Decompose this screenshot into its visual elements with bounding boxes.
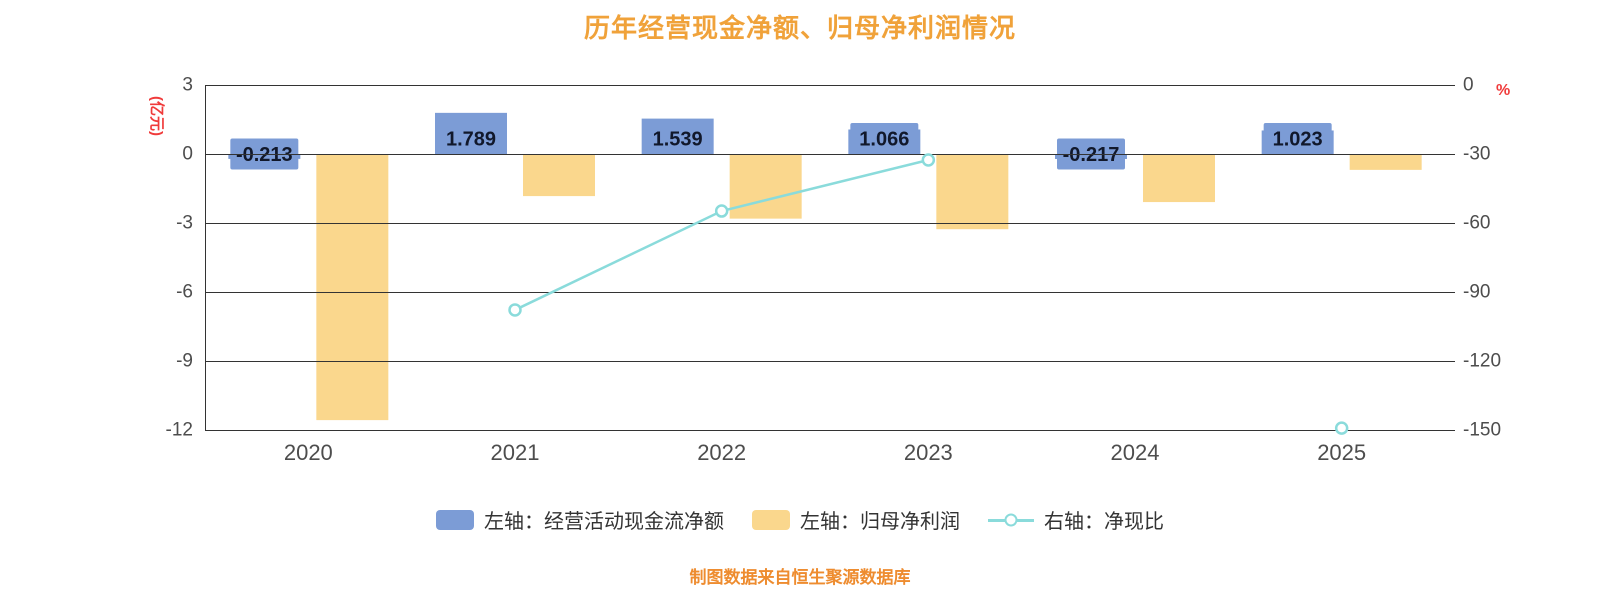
legend-label-operating-cash-flow: 左轴：经营活动现金流净额 (484, 511, 724, 533)
left-axis-unit-label: (亿元) (148, 96, 166, 136)
legend-label-cash-ratio: 右轴：净现比 (1044, 511, 1164, 533)
cash-ratio-marker-2023 (921, 153, 936, 167)
svg-text:1.789: 1.789 (446, 129, 496, 151)
bar-net-profit-2025 (1349, 154, 1422, 170)
bar-net-profit-2023 (936, 154, 1009, 230)
svg-text:1.539: 1.539 (653, 129, 703, 151)
cash-ratio-marker-2025 (1334, 421, 1349, 435)
bar-net-profit-2021 (523, 154, 595, 197)
svg-text:1.023: 1.023 (1273, 129, 1323, 151)
right-tick-label: -60 (1463, 213, 1490, 234)
bar-value-label-2021: 1.789 (437, 123, 505, 154)
right-axis-unit-label: % (1496, 82, 1510, 99)
cash-ratio-marker-2021 (508, 303, 522, 317)
legend: 左轴：经营活动现金流净额 左轴：归母净利润 右轴：净现比 (0, 505, 1600, 534)
legend-item-operating-cash-flow[interactable]: 左轴：经营活动现金流净额 (436, 505, 724, 534)
x-axis-labels: 2020 2021 2022 2023 2024 2025 (284, 440, 1366, 465)
legend-item-net-profit[interactable]: 左轴：归母净利润 (752, 505, 960, 534)
gridlines (205, 85, 1455, 431)
bar-net-profit-2020 (316, 154, 389, 421)
left-tick-label: -12 (166, 420, 193, 441)
legend-item-cash-ratio[interactable]: 右轴：净现比 (988, 505, 1164, 534)
year-label-2021: 2021 (491, 440, 540, 465)
bar-value-label-2025: 1.023 (1263, 123, 1332, 154)
left-tick-label: -3 (176, 213, 193, 234)
year-label-2025: 2025 (1317, 440, 1366, 465)
right-tick-label: 0 (1463, 75, 1474, 96)
bar-net-profit-2024 (1143, 154, 1215, 203)
yellow-bar-swatch-icon (752, 509, 790, 530)
line-marker-swatch-icon (988, 509, 1034, 531)
bar-value-label-2023: 1.066 (850, 123, 919, 154)
left-tick-label: -9 (176, 351, 193, 372)
year-label-2023: 2023 (904, 440, 953, 465)
right-tick-label: -90 (1463, 282, 1490, 303)
year-label-2022: 2022 (697, 440, 746, 465)
right-tick-label: -120 (1463, 351, 1501, 372)
left-tick-label: 0 (182, 144, 193, 165)
data-source-caption: 制图数据来自恒生聚源数据库 (689, 568, 911, 587)
year-label-2024: 2024 (1111, 440, 1160, 465)
chart-title: 历年经营现金净额、归母净利润情况 (583, 13, 1016, 43)
right-tick-label: -150 (1463, 420, 1501, 441)
year-label-2020: 2020 (284, 440, 333, 465)
legend-label-net-profit: 左轴：归母净利润 (800, 511, 960, 533)
bar-net-profit-2022 (729, 154, 802, 219)
left-tick-label: 3 (182, 75, 193, 96)
right-tick-label: -30 (1463, 144, 1490, 165)
svg-text:1.066: 1.066 (859, 129, 909, 151)
bar-value-label-2022: 1.539 (643, 123, 712, 154)
left-tick-label: -6 (176, 282, 193, 303)
blue-bar-swatch-icon (436, 509, 474, 530)
axis-tick-labels: 30-3-6-9-120-30-60-90-120-150 (166, 75, 1502, 441)
cash-ratio-line (508, 153, 1349, 435)
cash-ratio-marker-2022 (714, 204, 729, 218)
